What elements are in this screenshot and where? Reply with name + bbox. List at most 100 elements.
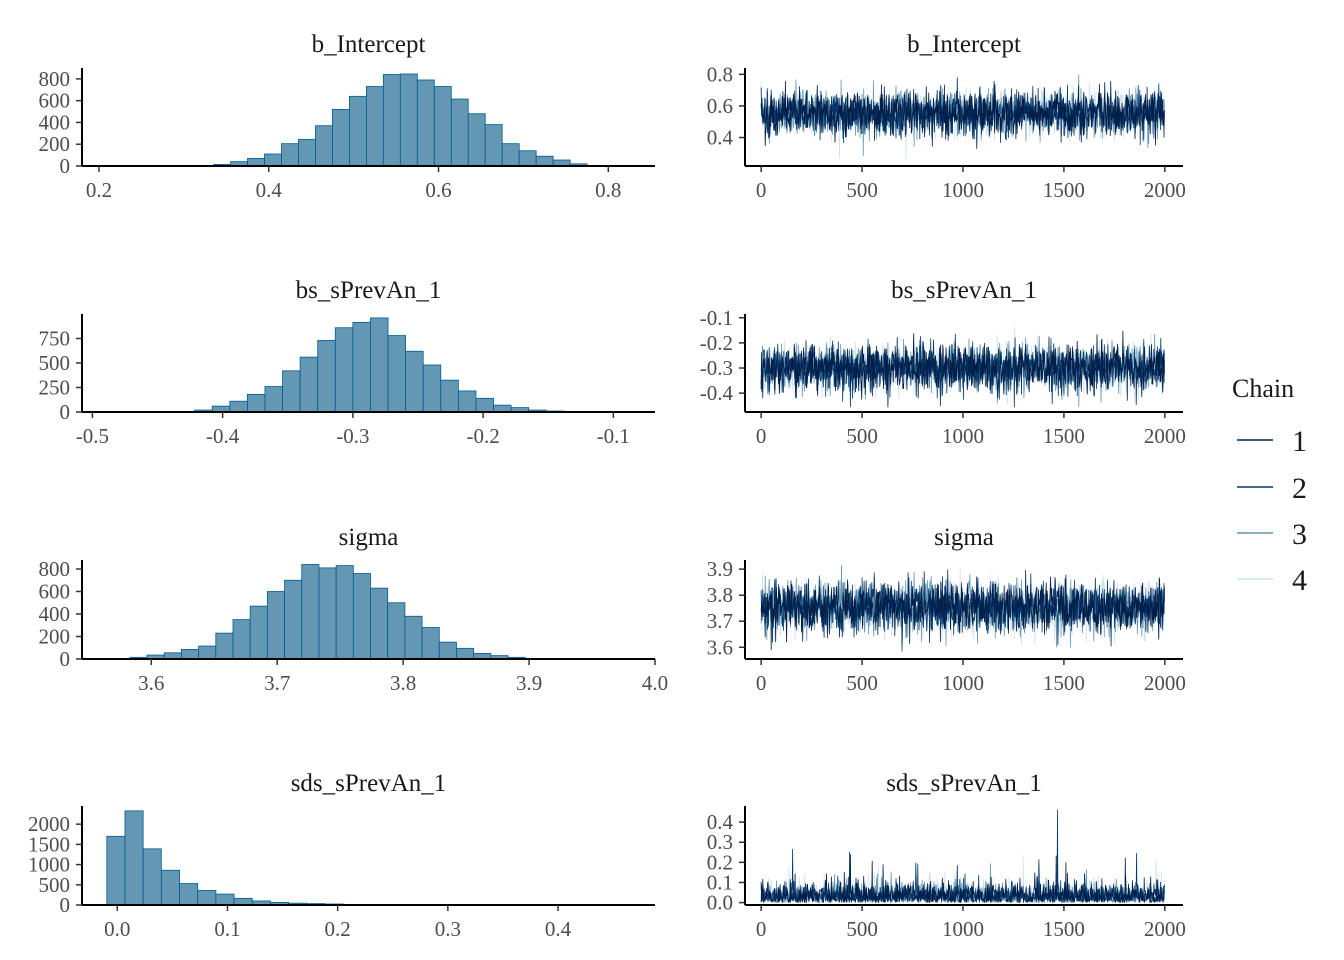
histogram-bar — [197, 890, 217, 906]
legend-label-3: 3 — [1292, 518, 1307, 551]
x-tick-label: 3.6 — [138, 671, 164, 695]
trace-line-chain-1 — [760, 854, 1165, 903]
trace-line-chain-1 — [760, 80, 1165, 147]
y-tick-label: 750 — [39, 327, 71, 351]
x-tick-label: 1500 — [1043, 917, 1085, 941]
y-tick-label: 0 — [60, 400, 71, 424]
histogram-bar — [475, 397, 494, 413]
trace-line-chain-1 — [760, 574, 1165, 651]
histogram-bar — [160, 869, 180, 906]
y-tick-label: 200 — [39, 625, 71, 649]
histogram-bar — [352, 573, 371, 660]
histogram-bar — [332, 108, 350, 167]
legend-item: 1 — [1237, 425, 1307, 458]
trace-lines — [760, 809, 1165, 903]
x-tick-label: -0.3 — [336, 424, 369, 448]
x-tick-label: 0 — [756, 178, 767, 202]
histogram-bar — [348, 95, 367, 167]
trace-lines — [760, 326, 1165, 408]
x-tick-label: 1000 — [942, 424, 984, 448]
panel-title: b_Intercept — [312, 31, 426, 58]
histogram-bar — [106, 835, 126, 906]
histogram-bar — [247, 157, 265, 167]
y-tick-label: -0.4 — [700, 381, 734, 405]
histogram-bar — [382, 74, 401, 167]
y-tick-label: 0 — [60, 154, 71, 178]
histogram-bar — [501, 143, 520, 167]
x-tick-label: 3.9 — [516, 671, 542, 695]
histogram-bar — [421, 627, 440, 660]
x-tick-label: 0.1 — [214, 917, 240, 941]
histogram-bar — [232, 619, 251, 660]
x-tick-label: 4.0 — [642, 671, 668, 695]
y-tick-label: 200 — [39, 132, 71, 156]
trace-panel: bs_sPrevAn_1 0 500 1000 1500 2000 -0.4-0.3-0.2… — [700, 277, 1186, 448]
y-tick-label: 3.6 — [707, 635, 733, 659]
y-tick-label: 600 — [39, 89, 71, 113]
histogram-bar — [335, 565, 354, 660]
panel-title: bs_sPrevAn_1 — [891, 277, 1037, 304]
histogram-bar — [284, 579, 303, 660]
histogram-bar — [438, 641, 457, 660]
histogram-bar — [370, 317, 389, 413]
chain-legend: Chain 1 2 3 4 — [1232, 374, 1307, 597]
y-tick-label: 3.7 — [707, 609, 733, 633]
histogram-bar — [456, 647, 475, 660]
x-tick-label: 500 — [846, 671, 878, 695]
y-tick-label: -0.3 — [700, 356, 733, 380]
x-tick-label: 0.2 — [86, 178, 112, 202]
x-tick-label: 0 — [756, 424, 767, 448]
y-tick-label: 400 — [39, 602, 71, 626]
histogram-bar — [124, 810, 144, 906]
y-tick-label: 2000 — [28, 812, 70, 836]
y-tick-label: 400 — [39, 110, 71, 134]
histogram-bars — [129, 564, 526, 660]
x-tick-label: 0.4 — [545, 917, 572, 941]
x-tick-label: 2000 — [1144, 178, 1186, 202]
y-tick-label: 0 — [60, 647, 71, 671]
x-tick-label: 500 — [846, 424, 878, 448]
histogram-bar — [334, 327, 354, 413]
histogram-bar — [264, 386, 283, 413]
histogram-bar — [404, 615, 423, 660]
x-tick-label: 500 — [846, 917, 878, 941]
histogram-bar — [229, 400, 248, 413]
x-tick-label: 1500 — [1043, 671, 1085, 695]
y-tick-label: 0.8 — [707, 62, 733, 86]
legend-item: 2 — [1237, 472, 1307, 505]
histogram-bar — [365, 86, 384, 167]
histogram-bar — [518, 150, 537, 167]
trace-lines — [760, 74, 1165, 160]
y-tick-label: 3.8 — [707, 583, 733, 607]
y-tick-label: 0 — [60, 893, 71, 917]
x-tick-label: 0.3 — [435, 917, 461, 941]
x-tick-label: 2000 — [1144, 424, 1186, 448]
histogram-bar — [422, 364, 442, 413]
histogram-bar — [301, 564, 320, 660]
panel-title: sds_sPrevAn_1 — [291, 770, 447, 797]
x-tick-label: 1000 — [942, 917, 984, 941]
histogram-bar — [282, 370, 301, 413]
histogram-bars — [176, 317, 582, 413]
legend-label-1: 1 — [1292, 425, 1307, 458]
histogram-bar — [457, 390, 477, 413]
x-tick-label: 0.2 — [325, 917, 351, 941]
histogram-bar — [317, 340, 336, 413]
trace-lines — [760, 565, 1165, 652]
panel-title: sds_sPrevAn_1 — [886, 770, 1042, 797]
x-tick-label: 0.0 — [104, 917, 130, 941]
x-tick-label: -0.2 — [466, 424, 499, 448]
y-tick-label: 0.4 — [707, 810, 734, 834]
x-tick-label: 500 — [846, 178, 878, 202]
x-tick-label: 3.8 — [390, 671, 416, 695]
trace-panel: b_Intercept 0 500 1000 1500 2000 0.4 0.6 0.8 — [707, 31, 1186, 202]
legend-label-2: 2 — [1292, 472, 1307, 505]
x-tick-label: -0.1 — [597, 424, 630, 448]
histogram-bar — [179, 883, 199, 906]
histogram-bar — [181, 649, 200, 660]
histogram-bars — [196, 73, 605, 167]
panel-title: b_Intercept — [907, 31, 1021, 58]
y-tick-label: 0.1 — [707, 870, 733, 894]
